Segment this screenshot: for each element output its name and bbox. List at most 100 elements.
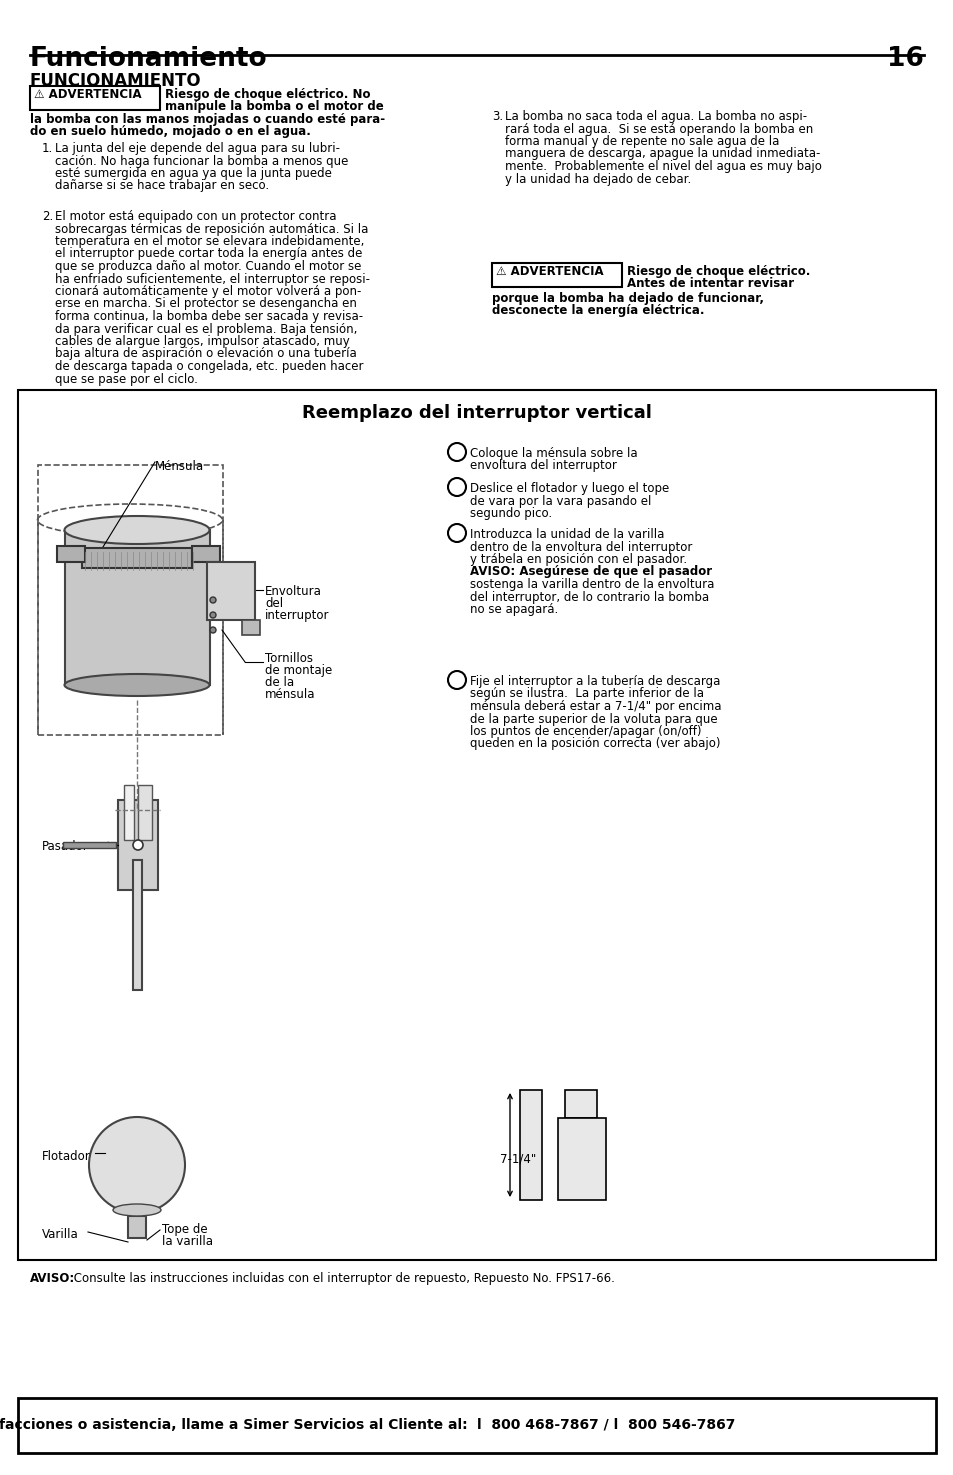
Bar [124, 785, 133, 839]
Bar [519, 1090, 541, 1201]
Text: Riesgo de choque eléctrico. No: Riesgo de choque eléctrico. No [165, 88, 370, 100]
Text: 2.: 2. [42, 209, 53, 223]
Text: del: del [265, 597, 283, 611]
Text: que se pase por el ciclo.: que se pase por el ciclo. [55, 373, 197, 385]
Bar [38, 465, 223, 735]
Bar [82, 549, 192, 568]
Text: La junta del eje depende del agua para su lubri-: La junta del eje depende del agua para s… [55, 142, 339, 155]
Text: de vara por la vara pasando el: de vara por la vara pasando el [470, 494, 651, 507]
Text: desconecte la energía eléctrica.: desconecte la energía eléctrica. [492, 304, 703, 317]
Text: 16: 16 [886, 46, 923, 72]
Text: según se ilustra.  La parte inferior de la: según se ilustra. La parte inferior de l… [470, 687, 703, 701]
Text: do en suelo húmedo, mojado o en el agua.: do en suelo húmedo, mojado o en el agua. [30, 125, 311, 139]
Bar [128, 1215, 146, 1238]
Bar [118, 799, 158, 889]
Text: ⚠ ADVERTENCIA: ⚠ ADVERTENCIA [34, 88, 141, 100]
Text: la varilla: la varilla [162, 1235, 213, 1248]
Circle shape [448, 524, 465, 541]
Text: da para verificar cual es el problema. Baja tensión,: da para verificar cual es el problema. B… [55, 323, 357, 335]
Text: l  800 468-7867 / l  800 546-7867: l 800 468-7867 / l 800 546-7867 [476, 1417, 735, 1432]
Circle shape [210, 627, 215, 633]
Text: queden en la posición correcta (ver abajo): queden en la posición correcta (ver abaj… [470, 738, 720, 751]
Text: el interruptor puede cortar toda la energía antes de: el interruptor puede cortar toda la ener… [55, 248, 362, 261]
Text: La bomba no saca toda el agua. La bomba no aspi-: La bomba no saca toda el agua. La bomba … [504, 111, 806, 122]
Text: los puntos de encender/apagar (on/off): los puntos de encender/apagar (on/off) [470, 726, 700, 738]
Text: ménsula: ménsula [265, 687, 315, 701]
Ellipse shape [65, 674, 210, 696]
Bar [65, 530, 210, 684]
Text: segundo pico.: segundo pico. [470, 507, 552, 521]
Text: sostenga la varilla dentro de la envoltura: sostenga la varilla dentro de la envoltu… [470, 578, 714, 591]
Text: interruptor: interruptor [265, 609, 329, 622]
Text: ha enfriado suficientemente, el interruptor se reposi-: ha enfriado suficientemente, el interrup… [55, 273, 370, 286]
Text: y trábela en posición con el pasador.: y trábela en posición con el pasador. [470, 553, 686, 566]
Bar [558, 1118, 605, 1201]
Text: FUNCIONAMIENTO: FUNCIONAMIENTO [30, 72, 201, 90]
Text: mente.  Probablemente el nivel del agua es muy bajo: mente. Probablemente el nivel del agua e… [504, 159, 821, 173]
Text: del interruptor, de lo contrario la bomba: del interruptor, de lo contrario la bomb… [470, 590, 708, 603]
Text: de la parte superior de la voluta para que: de la parte superior de la voluta para q… [470, 712, 717, 726]
Text: envoltura del interruptor: envoltura del interruptor [470, 460, 617, 472]
Text: ⚠ ADVERTENCIA: ⚠ ADVERTENCIA [496, 266, 603, 277]
Bar [492, 263, 621, 288]
Text: Riesgo de choque eléctrico.: Riesgo de choque eléctrico. [626, 266, 809, 277]
Bar [57, 546, 85, 562]
Text: 3: 3 [453, 530, 460, 538]
Bar [18, 1398, 935, 1453]
Circle shape [89, 1117, 185, 1212]
Text: Funcionamiento: Funcionamiento [30, 46, 268, 72]
Text: esté sumergida en agua ya que la junta puede: esté sumergida en agua ya que la junta p… [55, 167, 332, 180]
Text: temperatura en el motor se elevara indebidamente,: temperatura en el motor se elevara indeb… [55, 235, 364, 248]
Text: sobrecargas térmicas de reposición automática. Si la: sobrecargas térmicas de reposición autom… [55, 223, 368, 236]
Circle shape [448, 442, 465, 462]
Text: ménsula deberá estar a 7-1/4" por encima: ménsula deberá estar a 7-1/4" por encima [470, 701, 720, 712]
Circle shape [210, 612, 215, 618]
Text: Fije el interruptor a la tubería de descarga: Fije el interruptor a la tubería de desc… [470, 676, 720, 687]
Text: cables de alargue largos, impulsor atascado, muy: cables de alargue largos, impulsor atasc… [55, 335, 350, 348]
Circle shape [448, 671, 465, 689]
Text: cación. No haga funcionar la bomba a menos que: cación. No haga funcionar la bomba a men… [55, 155, 348, 168]
Text: manípule la bomba o el motor de: manípule la bomba o el motor de [165, 100, 383, 114]
Circle shape [132, 839, 143, 850]
Text: AVISO: Asegúrese de que el pasador: AVISO: Asegúrese de que el pasador [470, 565, 711, 578]
Text: dañarse si se hace trabajar en seco.: dañarse si se hace trabajar en seco. [55, 180, 269, 193]
Bar [63, 842, 116, 848]
Bar [207, 562, 254, 620]
Text: Tornillos: Tornillos [265, 652, 313, 665]
Text: 2: 2 [453, 482, 460, 493]
Text: Envoltura: Envoltura [265, 586, 321, 597]
Text: Ménsula: Ménsula [154, 460, 204, 473]
Text: Pasador: Pasador [42, 839, 89, 853]
Text: Consulte las instrucciones incluidas con el interruptor de repuesto, Repuesto No: Consulte las instrucciones incluidas con… [70, 1271, 615, 1285]
Text: 7-1/4": 7-1/4" [499, 1152, 536, 1165]
Bar [18, 389, 935, 1260]
Bar [138, 785, 152, 839]
Text: de descarga tapada o congelada, etc. pueden hacer: de descarga tapada o congelada, etc. pue… [55, 360, 363, 373]
Text: forma continua, la bomba debe ser sacada y revisa-: forma continua, la bomba debe ser sacada… [55, 310, 363, 323]
Text: Tope de: Tope de [162, 1223, 208, 1236]
Text: de la: de la [265, 676, 294, 689]
Text: y la unidad ha dejado de cebar.: y la unidad ha dejado de cebar. [504, 173, 691, 186]
Text: 1: 1 [453, 448, 460, 459]
Text: 3.: 3. [492, 111, 502, 122]
Ellipse shape [112, 1204, 161, 1215]
Text: Para refacciones o asistencia, llame a Simer Servicios al Cliente al:: Para refacciones o asistencia, llame a S… [0, 1417, 476, 1432]
Text: no se apagará.: no se apagará. [470, 603, 558, 617]
Text: dentro de la envoltura del interruptor: dentro de la envoltura del interruptor [470, 540, 692, 553]
Bar [242, 620, 260, 636]
Text: Coloque la ménsula sobre la: Coloque la ménsula sobre la [470, 447, 637, 460]
Text: Antes de intentar revisar: Antes de intentar revisar [626, 277, 793, 291]
Text: 1.: 1. [42, 142, 53, 155]
Text: erse en marcha. Si el protector se desengancha en: erse en marcha. Si el protector se desen… [55, 298, 356, 311]
Text: Reemplazo del interruptor vertical: Reemplazo del interruptor vertical [302, 404, 651, 422]
Text: forma manual y de repente no sale agua de la: forma manual y de repente no sale agua d… [504, 136, 779, 148]
Bar [192, 546, 220, 562]
Text: baja altura de aspiración o elevación o una tubería: baja altura de aspiración o elevación o … [55, 348, 356, 360]
Text: Introduzca la unidad de la varilla: Introduzca la unidad de la varilla [470, 528, 663, 541]
Circle shape [448, 478, 465, 496]
Text: manguera de descarga, apague la unidad inmediata-: manguera de descarga, apague la unidad i… [504, 148, 820, 161]
Text: cionará automáticamente y el motor volverá a pon-: cionará automáticamente y el motor volve… [55, 285, 361, 298]
Text: la bomba con las manos mojadas o cuando esté para-: la bomba con las manos mojadas o cuando … [30, 114, 385, 125]
Bar [30, 86, 160, 111]
Text: rará toda el agua.  Si se está operando la bomba en: rará toda el agua. Si se está operando l… [504, 122, 812, 136]
